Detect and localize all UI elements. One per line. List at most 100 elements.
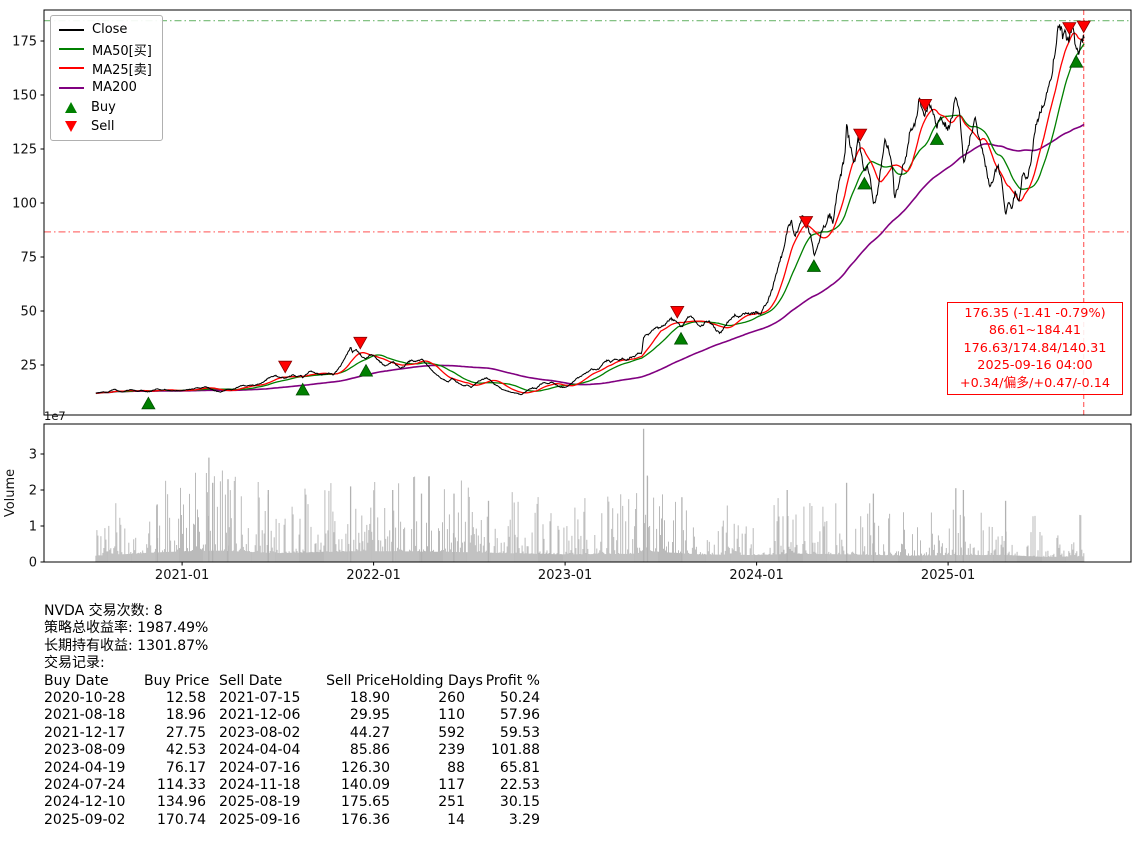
sell-marker [798,216,814,229]
trade-sell-date: 2023-08-02 [219,724,301,741]
legend-label: MA50[买] [92,43,152,59]
svg-text:2022-01: 2022-01 [346,568,400,583]
trade-profit-pct: 50.24 [499,690,540,707]
trade-buy-price: 42.53 [165,742,206,759]
trade-buy-price: 170.74 [157,811,206,828]
trade-records-table: Buy Date Buy Price Sell Date Sell Price Hold… [44,673,540,830]
ma200-line [95,123,1085,395]
trade-profit-pct: 65.81 [499,759,540,776]
legend-label: MA25[卖] [92,62,152,78]
trade-holding-days: 251 [438,794,465,811]
trade-buy-date: 2025-09-02 [44,811,126,828]
trade-sell-price: 126.30 [341,759,390,776]
quote-annotation-box: 176.35 (-1.41 -0.79%) 86.61~184.41 176.63/… [946,302,1123,396]
svg-text:25: 25 [20,359,37,374]
sell-marker [917,99,933,112]
sell-marker [1062,22,1077,35]
legend-item-ma200: MA200 [59,78,152,97]
trades-header-3: Sell Date [219,672,283,689]
legend-label: MA200 [92,80,137,96]
sell-marker-icon [65,121,77,133]
trade-sell-price: 18.90 [349,690,390,707]
annotation-line: +0.34/偏多/+0.47/-0.14 [959,375,1110,391]
trades-header-1: Buy Date [44,672,109,689]
trade-sell-date: 2025-09-16 [219,811,301,828]
legend-line-swatch [59,28,84,31]
trade-buy-price: 27.75 [165,724,206,741]
trade-profit-pct: 57.96 [499,707,540,724]
svg-text:2021-01: 2021-01 [155,568,209,583]
annotation-line: 86.61~184.41 [988,323,1082,339]
trade-markers [141,20,1091,410]
buy-marker [857,176,872,190]
strategy-return-line: 策略总收益率: 1987.49% [44,620,209,637]
trade-profit-pct: 59.53 [499,724,540,741]
trade-sell-date: 2024-11-18 [219,776,301,793]
svg-text:3: 3 [29,448,37,463]
annotation-line: 2025-09-16 04:00 [977,358,1093,374]
trade-count-line: NVDA 交易次数: 8 [44,603,163,619]
trade-buy-date: 2024-12-10 [44,794,126,811]
sell-marker [670,305,685,319]
close-line [95,23,1085,396]
legend-item-ma25: MA25[卖] [59,59,152,78]
legend-item-sell: Sell [59,117,152,136]
axes: 25 50 75 100 125 150 175 0 1 2 3 2021-01 2022-01 2023… [3,9,1132,583]
volume-bars [95,428,1085,562]
trade-sell-date: 2024-07-16 [219,759,301,776]
legend-line-swatch [59,86,84,89]
trade-buy-price: 18.96 [165,707,206,724]
legend-item-close: Close [59,20,152,39]
trade-buy-date: 2021-12-17 [44,724,126,741]
trade-sell-price: 44.27 [349,724,390,741]
buy-marker-icon [65,101,77,113]
trade-buy-price: 76.17 [165,759,206,776]
price-volume-chart: 25 50 75 100 125 150 175 0 1 2 3 2021-01 2022-01 2023… [3,9,1132,583]
trade-buy-date: 2024-07-24 [44,776,126,793]
ma50-line [95,43,1085,394]
trade-profit-pct: 101.88 [491,742,540,759]
svg-text:150: 150 [12,89,37,104]
legend-label: Sell [91,119,115,135]
buy-marker [1069,54,1084,68]
sell-marker [353,336,368,350]
trade-sell-price: 29.95 [349,707,390,724]
legend-label: Buy [91,99,116,115]
trade-profit-pct: 22.53 [499,776,540,793]
annotation-line: 176.35 (-1.41 -0.79%) [964,306,1106,321]
trades-header-4: Sell Price [326,672,390,689]
legend-item-ma50: MA50[买] [59,39,152,59]
buy-marker [141,396,156,410]
svg-text:1: 1 [29,520,37,535]
legend-line-swatch [59,48,84,51]
trade-sell-date: 2021-12-06 [219,707,301,724]
trade-profit-pct: 30.15 [499,794,540,811]
trade-holding-days: 239 [438,742,465,759]
buy-marker [295,382,310,396]
trades-header-5: Holding Days [390,672,483,689]
ma25-line [95,32,1085,394]
trade-records-label: 交易记录: [44,655,105,672]
trade-holding-days: 260 [438,690,465,707]
sell-marker [278,360,293,374]
chart-legend: Close MA50[买] MA25[卖] MA200 Buy Sell [50,15,163,142]
svg-text:0: 0 [29,556,37,571]
ma-lines [95,32,1085,395]
legend-line-swatch [59,67,84,70]
strategy-summary: NVDA 交易次数: 8 策略总收益率: 1987.49% 长期持有收益: 13… [44,603,540,829]
trade-holding-days: 88 [447,759,465,776]
svg-text:2024-01: 2024-01 [729,568,783,583]
svg-text:75: 75 [20,251,37,266]
volume-offset-label: 1e7 [44,409,66,423]
buy-marker [673,331,689,345]
svg-text:100: 100 [12,197,37,212]
buy-marker [806,259,822,272]
trade-sell-date: 2024-04-04 [219,742,301,759]
trade-holding-days: 110 [438,707,465,724]
legend-item-buy: Buy [59,98,152,117]
trade-buy-price: 114.33 [157,776,206,793]
trade-sell-price: 85.86 [349,742,390,759]
trade-buy-price: 12.58 [165,690,206,707]
trade-sell-date: 2025-08-19 [219,794,301,811]
